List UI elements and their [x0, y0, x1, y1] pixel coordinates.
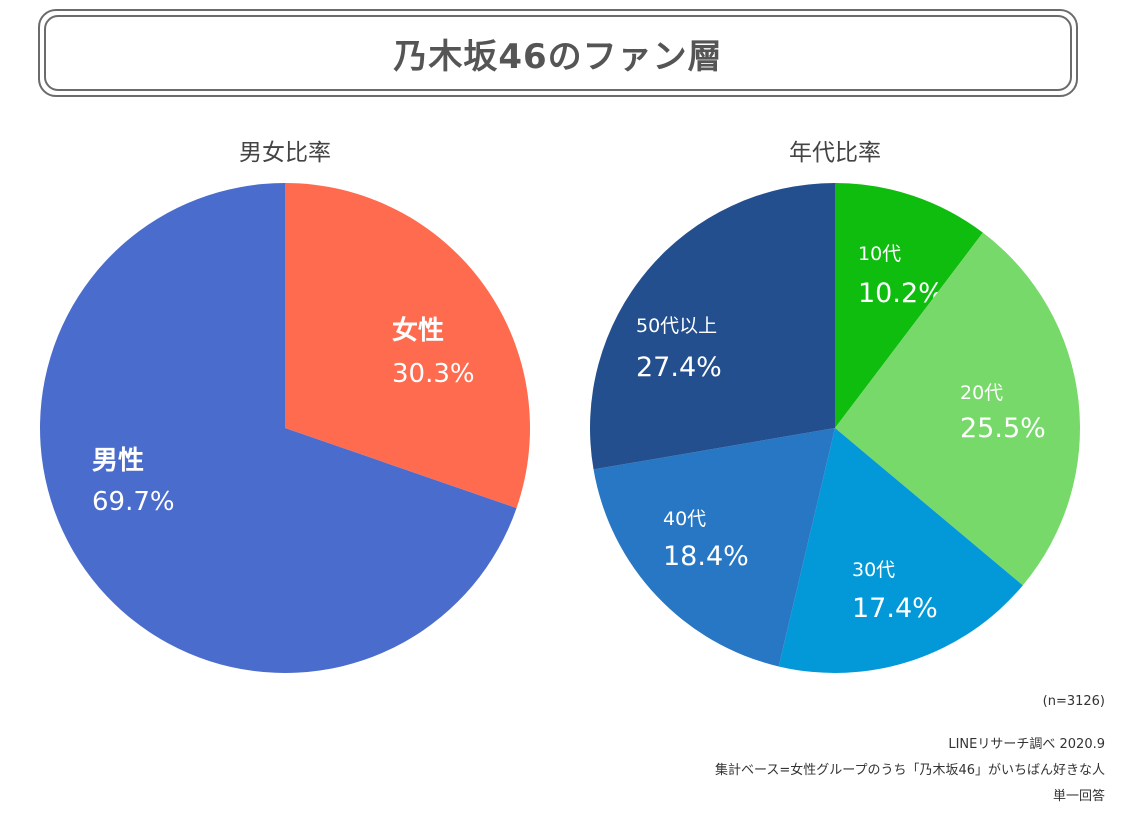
gender-slice-0 — [285, 183, 530, 509]
age-slice-0 — [835, 183, 983, 428]
age-slice-value-3: 18.4% — [663, 541, 749, 572]
gender-slice-value-1: 69.7% — [92, 487, 175, 517]
age-slice-label-0: 10代 — [858, 243, 901, 265]
gender-slice-1 — [39, 183, 517, 673]
age-slice-label-2: 30代 — [852, 559, 895, 581]
age-slice-label-4: 50代以上 — [636, 315, 717, 337]
age-chart-title: 年代比率 — [789, 140, 881, 166]
age-slice-value-4: 27.4% — [636, 352, 722, 383]
age-slice-value-1: 25.5% — [960, 413, 1046, 444]
gender-slice-label-0: 女性 — [392, 315, 444, 346]
age-slice-label-1: 20代 — [960, 382, 1003, 404]
age-pie: 10代10.2%20代25.5%30代17.4%40代18.4%50代以上27.… — [590, 183, 1080, 673]
answer-type-note: 単一回答 — [1052, 789, 1105, 804]
age-slice-label-3: 40代 — [663, 508, 706, 530]
title-banner: 乃木坂46のファン層 — [38, 9, 1078, 97]
age-slice-1 — [835, 232, 1080, 586]
source-note: LINEリサーチ調べ 2020.9 — [948, 737, 1105, 752]
gender-slice-label-1: 男性 — [92, 446, 144, 476]
age-slice-4 — [590, 183, 835, 470]
gender-slice-value-0: 30.3% — [392, 359, 475, 389]
age-slice-2 — [778, 428, 1023, 673]
gender-chart-title: 男女比率 — [239, 140, 331, 166]
age-slice-3 — [593, 428, 835, 667]
age-slice-value-2: 17.4% — [852, 593, 938, 624]
sample-size-note: (n=3126) — [1042, 694, 1105, 709]
gender-pie: 女性 30.3% 男性 69.7% — [39, 183, 530, 673]
base-note: 集計ベース=女性グループのうち「乃木坂46」がいちばん好きな人 — [714, 763, 1105, 778]
page-title: 乃木坂46のファン層 — [393, 36, 723, 77]
